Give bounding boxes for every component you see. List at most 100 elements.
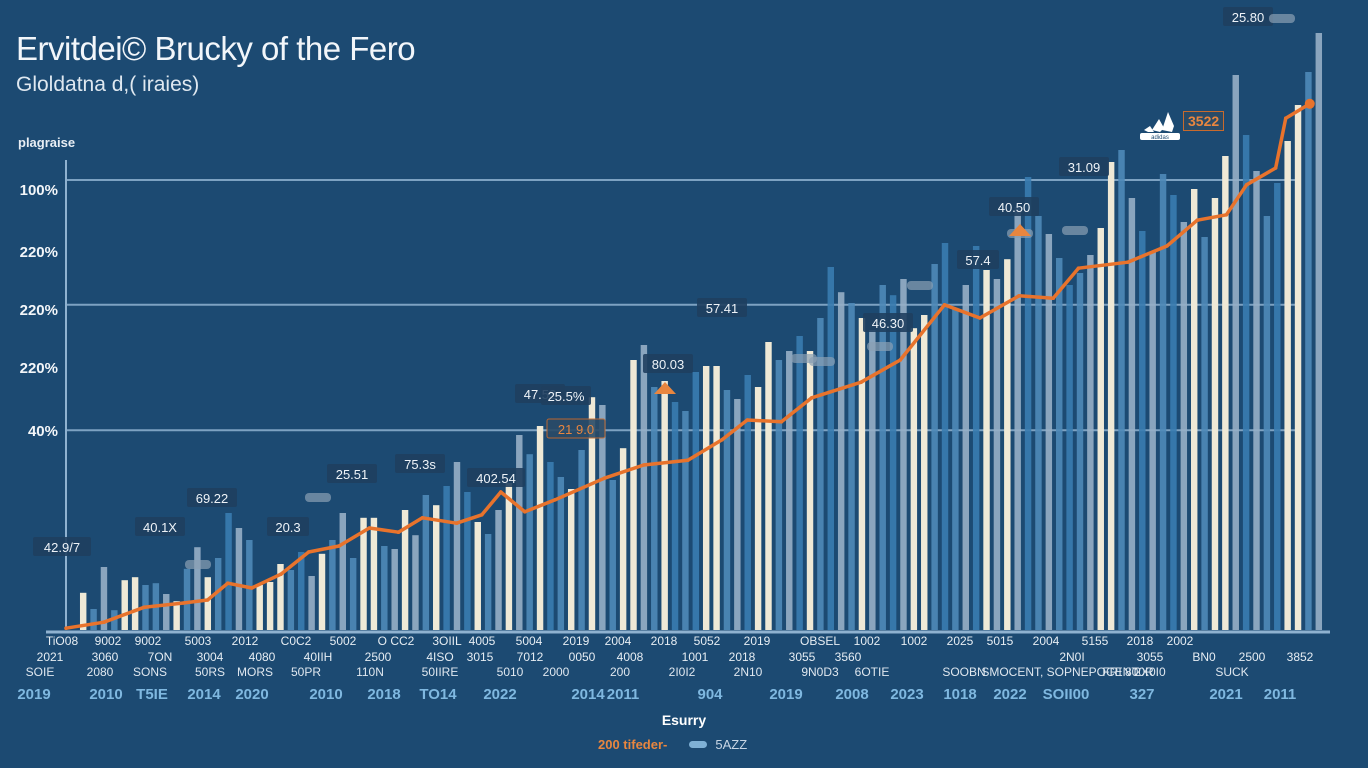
bar — [422, 495, 430, 630]
bar — [163, 594, 170, 630]
line-point — [279, 572, 283, 576]
bar — [1170, 195, 1177, 630]
bar — [651, 387, 658, 630]
line-point — [1273, 166, 1278, 170]
line-point — [1125, 260, 1130, 265]
highlight-marker-icon — [1009, 224, 1031, 236]
annotation-label: 25.80 — [1232, 10, 1265, 25]
bar — [1274, 183, 1281, 630]
x-tick-label: 2500 — [1238, 650, 1266, 664]
bar — [619, 448, 627, 630]
x-tick-label: 3004 — [196, 650, 224, 664]
line-point — [454, 521, 459, 525]
x-tick-label: 7012 — [516, 650, 544, 664]
x-tick-row-years: 2019 2010 T5IE 2014 2020 2010 2018 TO14 2022 2014… — [0, 686, 1368, 704]
legend-bar-label: 5AZZ — [715, 737, 748, 752]
bar — [817, 318, 824, 630]
marker-tag — [867, 342, 893, 351]
x-tick-year: 2018 — [367, 686, 401, 703]
bar — [90, 609, 97, 630]
bar — [381, 546, 388, 630]
bar — [889, 295, 897, 630]
bar — [921, 315, 928, 630]
bar — [640, 345, 648, 630]
x-tick-year: 2019 — [769, 686, 803, 703]
marker-tag — [1269, 14, 1295, 23]
bar — [1107, 162, 1115, 630]
legend-line-label: 200 tifeder- — [598, 737, 668, 752]
bar — [1045, 234, 1053, 630]
marker-tag — [907, 281, 933, 290]
bar — [744, 375, 751, 630]
line-point — [1244, 183, 1249, 187]
annotation-box — [541, 386, 591, 405]
annotation-box — [135, 517, 185, 536]
bar — [443, 486, 450, 630]
annotation-label: 21 9.0 — [558, 422, 594, 437]
bar — [837, 292, 845, 630]
annotation-label: 69.22 — [196, 491, 229, 506]
bar — [827, 267, 835, 630]
bar — [1056, 258, 1063, 630]
line-point — [420, 516, 425, 520]
x-tick-label: 3055 — [788, 650, 816, 664]
annotation-box — [643, 354, 693, 373]
bar — [391, 549, 398, 630]
annotation-box — [327, 464, 377, 483]
bar — [983, 270, 990, 630]
x-tick-label: 4ISO — [426, 650, 454, 664]
x-tick-label: 5052 — [693, 634, 721, 648]
line-point — [1283, 116, 1288, 120]
bar — [775, 360, 783, 630]
annotation-label: 75.3s — [404, 457, 436, 472]
x-axis-label: Esurry — [661, 712, 707, 728]
annotation-box — [1059, 157, 1109, 176]
annotation-box — [957, 250, 999, 269]
bar — [318, 553, 326, 630]
x-tick-year: 2011 — [1263, 686, 1297, 703]
x-tick-label: 2019 — [743, 634, 771, 648]
x-tick-label: SMOCENT, SOPNEPOCENT — [981, 665, 1139, 679]
bar — [972, 246, 980, 630]
annotation-label: 25.5% — [548, 389, 585, 404]
line-point — [181, 601, 186, 605]
x-tick-label: 7ON — [147, 650, 173, 664]
bar — [225, 513, 232, 630]
bar — [121, 580, 128, 630]
line-point — [1224, 213, 1229, 217]
line-point — [205, 598, 210, 602]
bar — [1180, 222, 1188, 630]
x-tick-label: 3560 — [834, 650, 862, 664]
bar — [1139, 231, 1146, 630]
x-tick-label: 9N0D3 — [801, 665, 839, 679]
x-tick-label: SOOBN — [942, 665, 986, 679]
annotation-label: 46.30 — [872, 316, 905, 331]
bar — [931, 264, 938, 630]
bar — [1242, 135, 1250, 630]
line-point — [523, 510, 527, 514]
annotation-label: 40.1X — [143, 520, 177, 535]
annotation-box — [697, 298, 747, 317]
line-point — [1165, 244, 1169, 248]
x-tick-label: 50IIRE — [421, 665, 459, 679]
x-tick-year: 1018 — [943, 686, 977, 703]
line-point — [64, 626, 68, 630]
x-tick-year: TO14 — [419, 686, 457, 703]
annotation-label: 402.54 — [476, 471, 516, 486]
x-tick-year: 2022 — [483, 686, 517, 703]
bar — [734, 399, 741, 630]
x-tick-label: 2018 — [1126, 634, 1154, 648]
line-point — [1195, 218, 1200, 222]
bar — [1190, 189, 1198, 630]
line-point — [396, 530, 401, 534]
line-point — [942, 303, 947, 307]
annotation-label: 25.51 — [336, 467, 369, 482]
bar — [401, 510, 409, 630]
bar — [547, 462, 554, 630]
annotation-label: 57.4 — [965, 253, 990, 268]
bar — [671, 402, 679, 630]
bar — [702, 366, 710, 630]
line-point — [225, 581, 230, 585]
annotation-label: 20.3 — [275, 520, 300, 535]
